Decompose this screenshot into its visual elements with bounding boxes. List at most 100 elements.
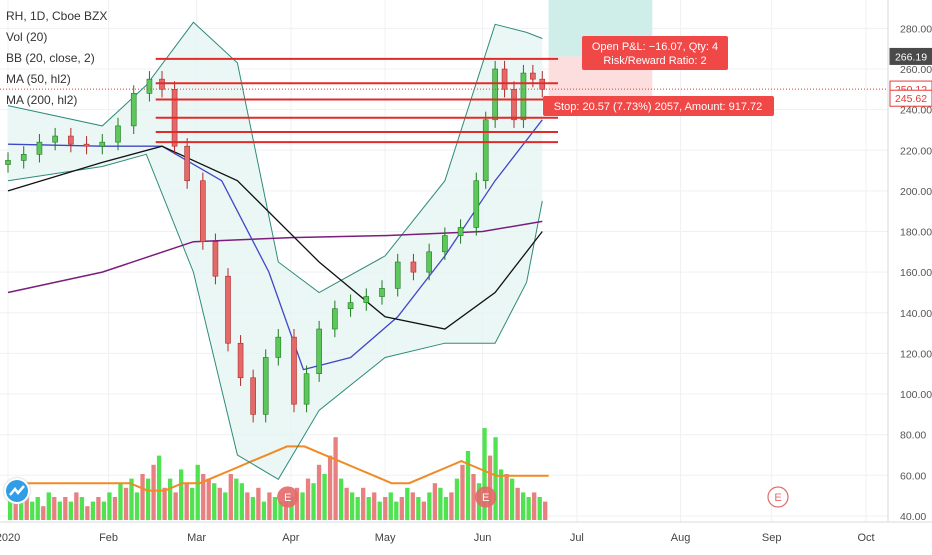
earnings-marker-label: E [284,492,291,504]
volume-bar [35,497,40,520]
volume-bar [261,501,267,520]
volume-bar [532,492,537,520]
stop-label-text: Stop: 20.57 (7.73%) 2057, Amount: 917.72 [554,101,763,113]
volume-bar [201,474,206,520]
volume-bar [394,501,399,520]
indicator-legend: RH, 1D, Cboe BZX Vol (20) BB (20, close,… [6,6,107,111]
candle-body [184,145,190,182]
x-tick-label: Aug [671,532,691,544]
candle-body [20,154,27,161]
volume-bar [107,492,112,520]
volume-bar [206,478,211,520]
candle-body [501,68,508,90]
volume-bar [388,492,393,520]
volume-bar [212,483,217,520]
x-tick-label: Oct [857,532,874,544]
volume-bar [543,501,548,520]
volume-bar [498,469,504,520]
volume-bar [294,487,300,520]
price-badge-text: 266.19 [895,51,927,63]
volume-bar [454,478,460,520]
candle-body [115,125,121,143]
volume-bar [52,497,57,520]
bollinger-band-fill [8,22,543,480]
volume-bar [377,501,382,520]
volume-bar [13,501,18,520]
candle-body [5,160,11,165]
volume-bar [493,437,498,520]
volume-bar [515,487,520,520]
legend-ma50[interactable]: MA (50, hl2) [6,72,71,86]
volume-bar [8,487,13,520]
volume-bar [372,492,377,520]
candle-body [410,261,417,273]
volume-bar [245,492,250,520]
bollinger-upper-line [7,21,543,294]
volume-bar [349,492,355,520]
volume-bar [278,501,283,520]
volume-bar [178,469,184,520]
volume-bar [504,474,509,520]
candle-body [68,135,74,145]
x-tick-label: Apr [282,532,299,544]
volume-bar [184,483,189,520]
volume-bar [432,483,438,520]
candle-body [99,141,106,147]
volume-bar [79,497,85,520]
volume-bar [537,497,542,520]
candle-body [200,180,206,242]
candle-body [275,336,282,358]
legend-volume[interactable]: Vol (20) [6,30,48,44]
volume-bar [416,497,421,520]
tradingview-logo-icon[interactable] [4,478,30,504]
volume-bar [223,492,228,520]
bollinger-lower-line [7,153,543,480]
y-tick-label: 240.00 [900,105,932,117]
x-tick-label: Jul [570,532,584,544]
volume-bar [173,492,178,520]
earnings-marker [767,486,789,508]
volume-bar [30,501,35,520]
legend-symbol[interactable]: RH, 1D, Cboe BZX [6,9,108,23]
volume-bar [129,478,134,520]
candle-body [520,72,527,121]
candle-body [442,235,448,253]
volume-bar [74,492,79,520]
x-tick-label: Sep [762,532,782,544]
volume-bar [46,492,51,520]
legend-ma200[interactable]: MA (200, hl2) [6,93,78,107]
volume-bar [383,497,388,520]
candle-body [130,93,137,127]
volume-bar [190,487,195,520]
volume-bar [96,497,101,520]
earnings-marker [277,486,299,508]
volume-bar [195,464,200,520]
y-tick-label: 260.00 [900,64,932,76]
candle-body [146,78,153,94]
volume-bar [234,478,239,520]
volume-bar [316,464,322,520]
volume-bar [460,464,465,520]
candle-body [492,68,498,121]
legend-bollinger[interactable]: BB (20, close, 2) [6,51,95,65]
volume-bar [217,487,222,520]
candle-body [303,373,310,405]
x-tick-label: Mar [187,532,206,544]
candle-body [426,251,432,273]
volume-bar [239,483,244,520]
volume-ma-line [8,445,549,492]
candle-body [52,135,58,143]
volume-bar [465,451,471,520]
y-tick-label: 280.00 [900,23,932,35]
x-tick-label: Feb [99,532,118,544]
y-tick-label: 60.00 [900,470,926,482]
volume-bar [509,478,515,520]
volume-bar [140,474,145,520]
volume-bar [85,506,90,520]
candle-body [225,275,231,344]
candle-body [291,336,297,405]
candle-body [316,328,322,375]
volume-bar [19,497,24,520]
